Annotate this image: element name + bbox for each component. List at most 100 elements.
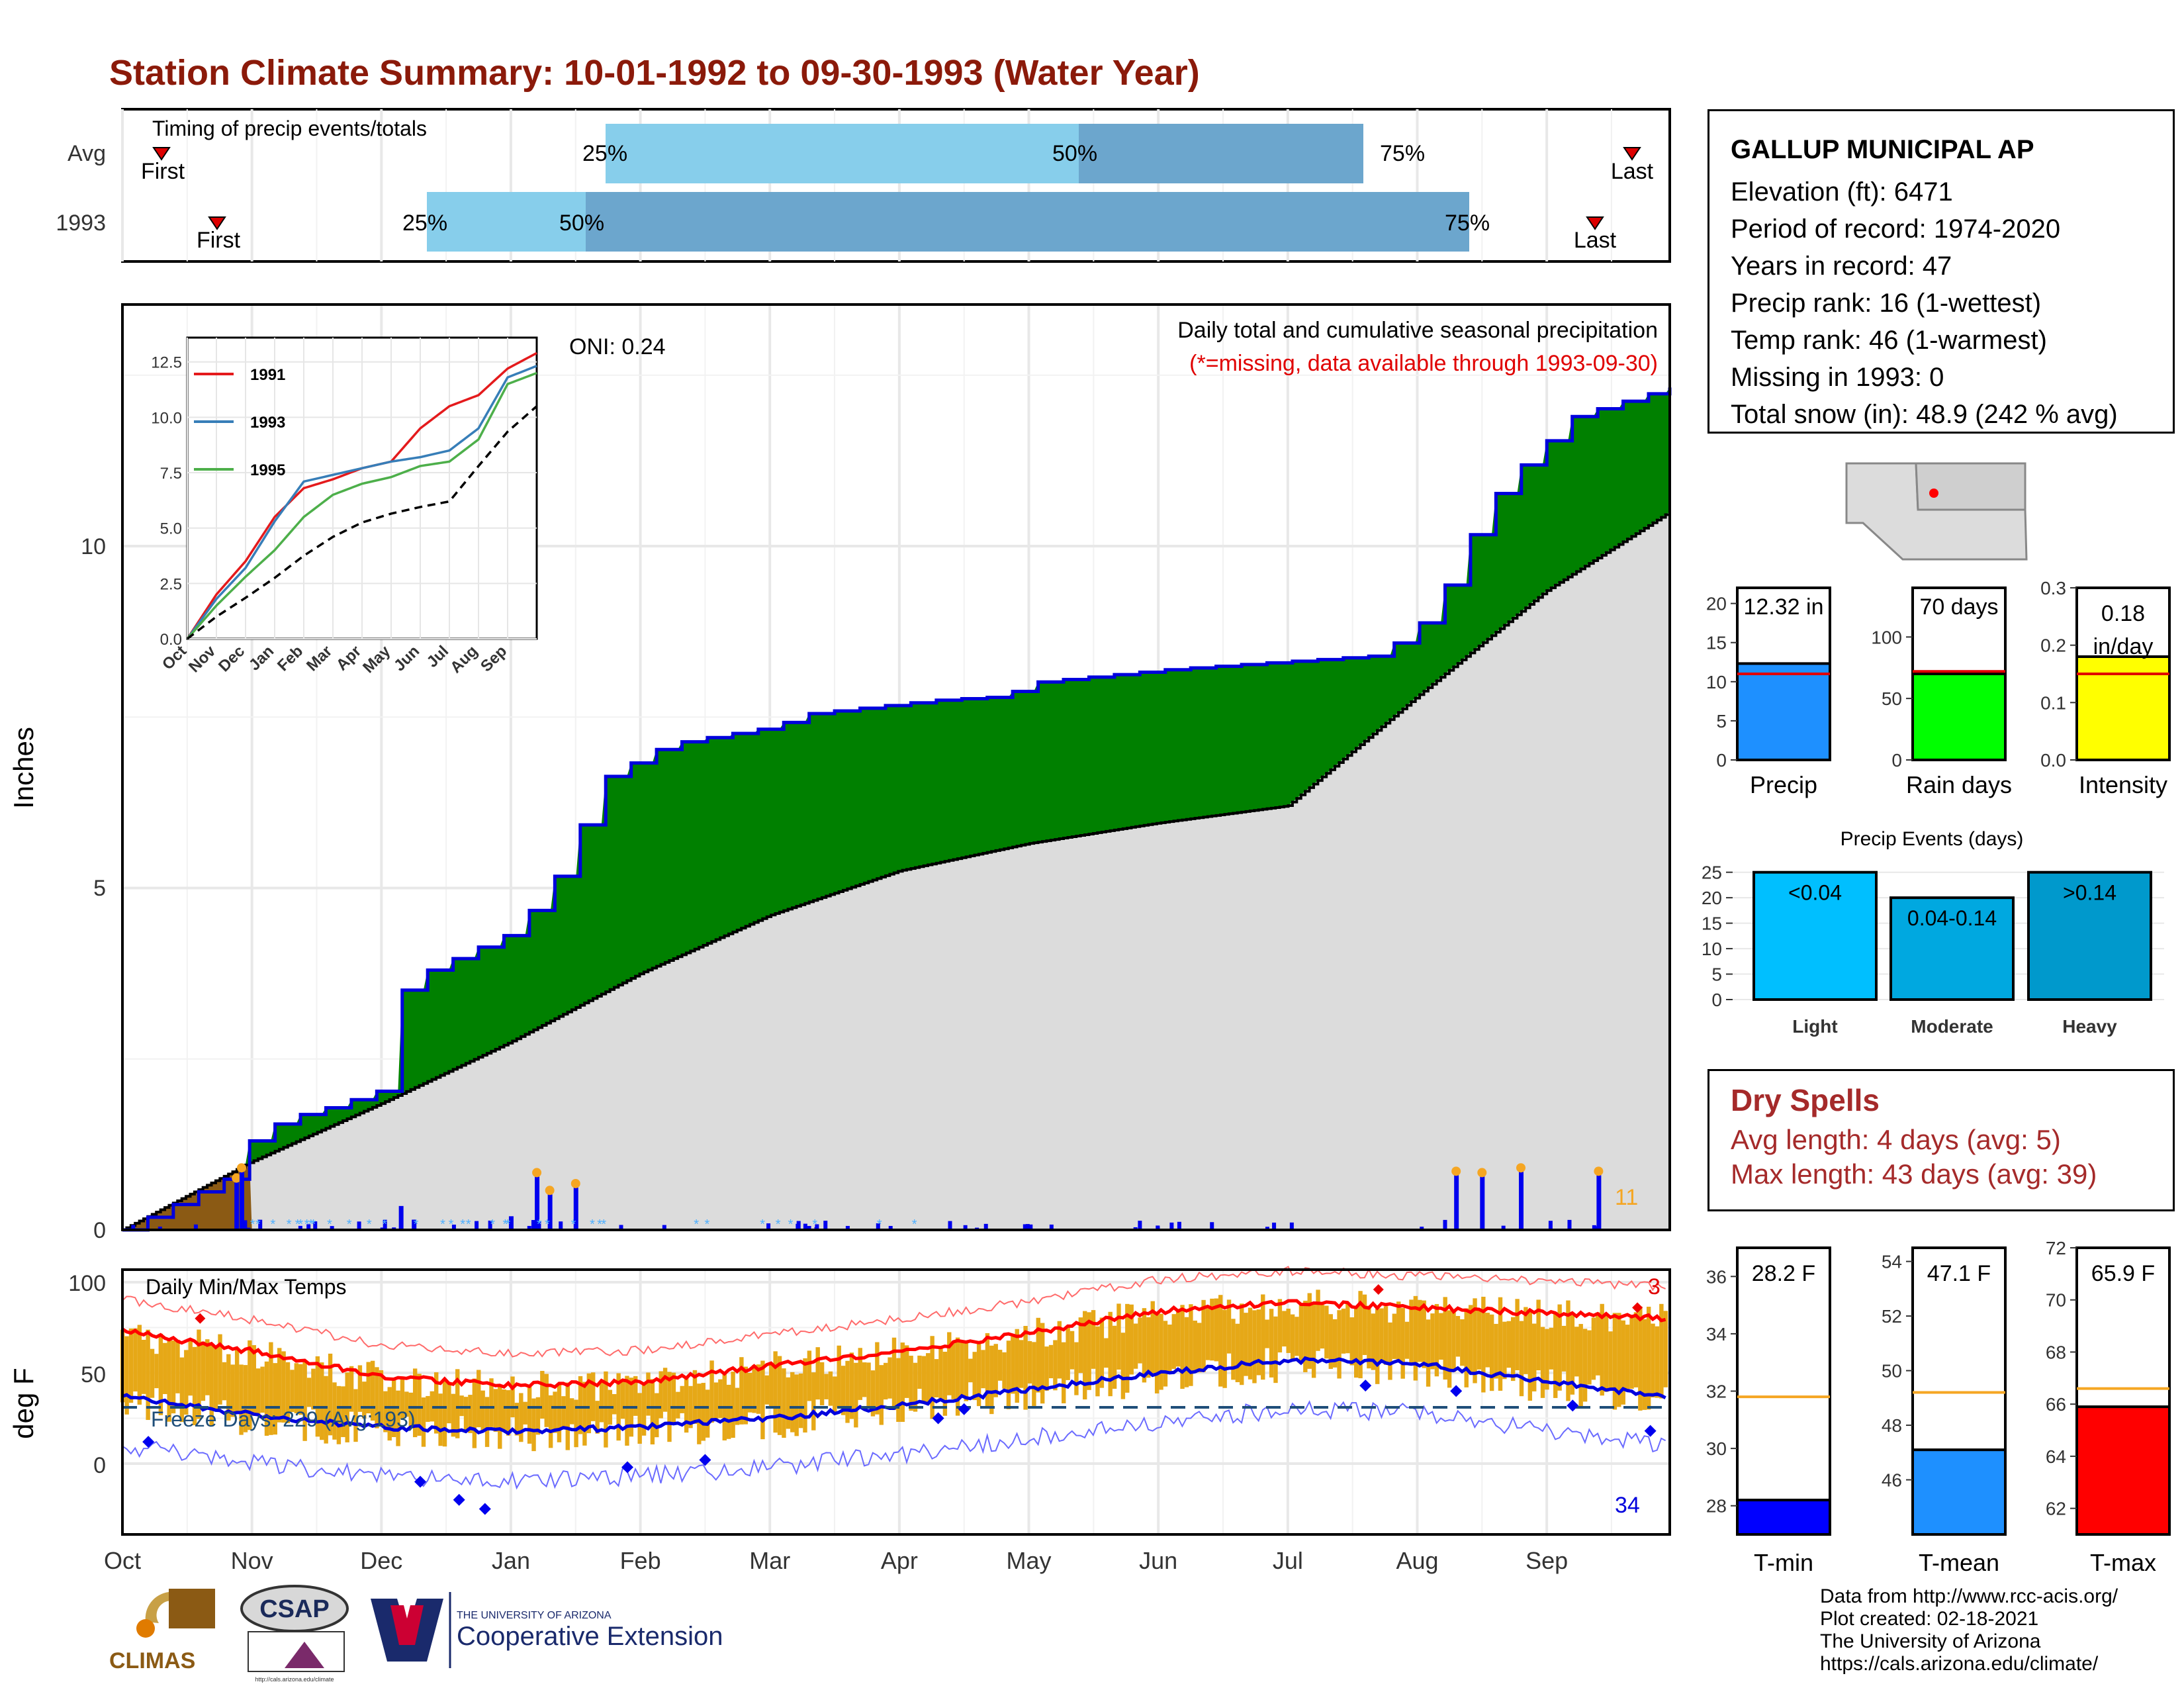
daily-temp-bar	[527, 1385, 532, 1444]
snow-marker: *	[570, 1217, 576, 1232]
daily-temp-bar	[179, 1357, 185, 1423]
daily-temp-bar	[926, 1353, 931, 1405]
daily-temp-bar	[472, 1378, 477, 1448]
daily-temp-bar	[1485, 1313, 1490, 1368]
daily-temp-bar	[811, 1372, 816, 1430]
daily-temp-bar	[1633, 1312, 1639, 1387]
daily-precip-bar	[1133, 1227, 1138, 1230]
snow-marker: *	[440, 1217, 445, 1232]
daily-temp-bar	[964, 1340, 969, 1401]
daily-temp-bar	[417, 1374, 422, 1436]
daily-temp-bar	[277, 1348, 282, 1423]
daily-temp-bar	[239, 1364, 244, 1435]
daily-temp-bar	[1468, 1305, 1473, 1374]
daily-temp-bar	[748, 1372, 752, 1413]
daily-precip-bar	[1169, 1222, 1174, 1230]
daily-precip-bar	[1592, 1225, 1596, 1230]
daily-precip-bar	[619, 1225, 623, 1230]
summary-bar-tick: 50	[1882, 688, 1902, 709]
daily-temp-bar	[1443, 1297, 1447, 1380]
daily-temp-bar	[404, 1391, 409, 1417]
daily-temp-bar	[1244, 1313, 1248, 1376]
timing-avg-last-marker	[1623, 147, 1641, 161]
temp-bar-tick: 52	[1882, 1306, 1902, 1327]
daily-temp-bar	[667, 1372, 672, 1442]
daily-temp-bar	[353, 1389, 358, 1442]
daily-temp-bar	[510, 1376, 515, 1418]
daily-temp-bar	[824, 1374, 829, 1399]
month-tick-oct: Oct	[104, 1547, 141, 1574]
temp-bar-label: T-max	[2090, 1549, 2156, 1576]
snow-marker: *	[311, 1217, 316, 1232]
daily-temp-bar	[625, 1376, 629, 1446]
daily-temp-bar	[582, 1382, 587, 1446]
daily-temp-bar	[1379, 1308, 1384, 1362]
daily-temp-bar	[1252, 1310, 1257, 1383]
temp-bar-value: 47.1 F	[1927, 1261, 1991, 1286]
climas-logo[interactable]: CLIMAS	[109, 1582, 215, 1673]
daily-temp-bar	[383, 1391, 388, 1432]
daily-precip-bar	[234, 1182, 240, 1230]
daily-temp-bar	[1201, 1299, 1206, 1372]
daily-temp-bar	[146, 1329, 150, 1421]
daily-temp-bar	[1214, 1298, 1219, 1362]
daily-temp-bar	[896, 1358, 901, 1422]
daily-temp-bar	[1332, 1319, 1338, 1368]
snow-marker: *	[460, 1217, 465, 1232]
daily-precip-bar	[662, 1225, 666, 1230]
daily-temp-bar	[1557, 1304, 1562, 1391]
daily-temp-bar	[1133, 1323, 1138, 1369]
daily-temp-bar	[251, 1345, 256, 1416]
daily-temp-bar	[676, 1391, 680, 1419]
snow-marker: *	[590, 1217, 595, 1232]
temp-bar-tick: 72	[2046, 1238, 2066, 1258]
daily-temp-bar	[828, 1371, 833, 1406]
daily-temp-bar	[463, 1397, 469, 1430]
daily-temp-bar	[1112, 1325, 1117, 1389]
events-bar-range: <0.04	[1788, 881, 1842, 905]
daily-precip-bar	[1454, 1175, 1459, 1230]
daily-temp-bar	[201, 1341, 206, 1401]
daily-temp-bar	[1324, 1305, 1329, 1359]
daily-temp-bar	[883, 1362, 888, 1400]
record-high-marker	[1373, 1284, 1384, 1295]
daily-temp-bar	[434, 1372, 439, 1434]
temp-bar-tick: 46	[1882, 1470, 1902, 1491]
station-snow: Total snow (in): 48.9 (242 % avg)	[1731, 400, 2118, 429]
ua-cooperative-extension-logo[interactable]: THE UNIVERSITY OF ARIZONA Cooperative Ex…	[371, 1592, 723, 1668]
heavy-event-marker	[232, 1173, 242, 1183]
daily-temp-bar	[1591, 1317, 1596, 1380]
daily-temp-bar	[519, 1393, 523, 1442]
temp-bar-tick: 64	[2046, 1446, 2066, 1467]
events-bar-label: Heavy	[2062, 1016, 2117, 1037]
station-info-box: GALLUP MUNICIPAL AP Elevation (ft): 6471…	[1707, 109, 2175, 434]
daily-temp-bar	[324, 1376, 328, 1444]
temp-summary-charts: 28.2 F T-min 28 30 32 34 36 47.1 F T-mean 46 48 50 5…	[1706, 1238, 2171, 1576]
month-tick-aug: Aug	[1396, 1547, 1438, 1574]
daily-temp-bar	[858, 1348, 862, 1400]
daily-temp-bar	[1383, 1306, 1388, 1365]
daily-temp-bar	[891, 1337, 897, 1411]
temp-bar-tick: 34	[1706, 1324, 1727, 1344]
temp-ytick-0: 0	[93, 1453, 106, 1478]
daily-temp-bar	[1116, 1303, 1121, 1370]
daily-temp-bar	[188, 1339, 193, 1396]
daily-temp-bar	[849, 1352, 854, 1419]
daily-temp-bar	[875, 1342, 880, 1415]
daily-precip-bar	[531, 1220, 535, 1230]
csap-logo[interactable]: CSAP http://cals.arizona.edu/climate	[240, 1585, 349, 1683]
daily-temp-bar	[989, 1345, 994, 1415]
snow-marker: *	[466, 1217, 471, 1232]
daily-temp-bar	[561, 1396, 566, 1429]
daily-temp-bar	[1231, 1319, 1236, 1380]
daily-precip-bar	[1420, 1227, 1424, 1230]
daily-temp-bar	[1345, 1303, 1350, 1354]
daily-temp-bar	[1189, 1304, 1193, 1386]
summary-bar-tick: 100	[1871, 627, 1902, 647]
daily-temp-bar	[260, 1366, 265, 1413]
summary-bar-label: Intensity	[2079, 771, 2167, 798]
timing-avg-bar-early	[606, 124, 1079, 183]
daily-precip-bar	[527, 1225, 531, 1230]
daily-temp-bar	[447, 1382, 451, 1424]
